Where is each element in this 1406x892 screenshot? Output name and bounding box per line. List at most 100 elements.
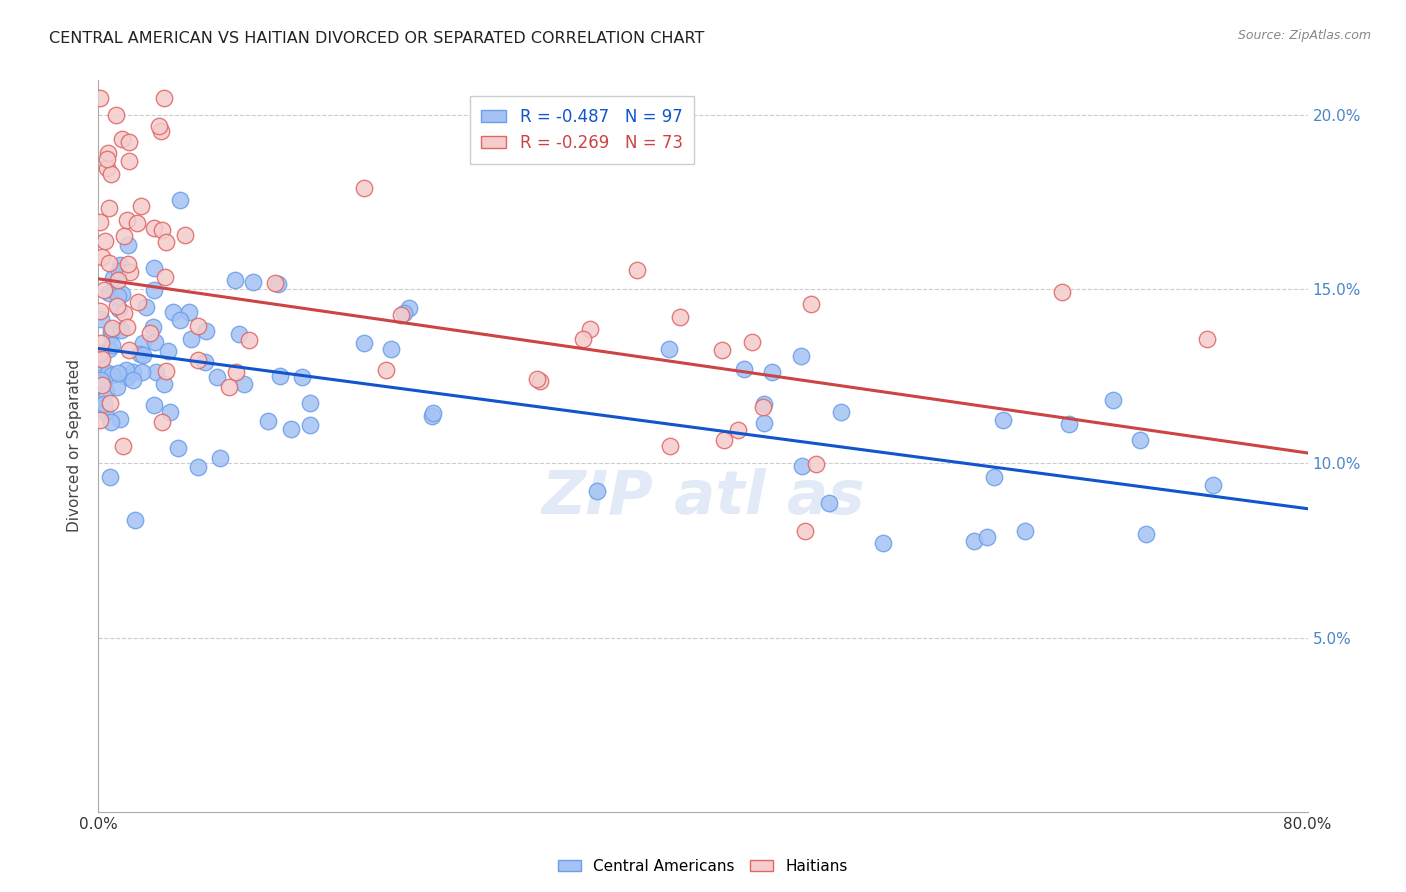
Point [626, 263, 648, 277]
Point [152, 223, 174, 237]
Point [107, 272, 129, 286]
Point [586, 484, 609, 499]
Point [993, 413, 1015, 427]
Point [267, 277, 290, 292]
Point [818, 495, 841, 509]
Point [90, 311, 112, 326]
Point [89, 304, 111, 318]
Point [100, 338, 122, 352]
Point [110, 259, 132, 273]
Point [90, 373, 112, 387]
Point [208, 451, 231, 466]
Point [392, 305, 415, 319]
Point [752, 400, 775, 414]
Point [107, 289, 129, 303]
Point [180, 332, 202, 346]
Point [169, 313, 191, 327]
Y-axis label: Divorced or Separated: Divorced or Separated [67, 359, 83, 533]
Point [713, 434, 735, 448]
Point [1014, 524, 1036, 538]
Point [167, 441, 190, 455]
Point [100, 326, 122, 341]
Point [118, 265, 141, 279]
Point [89, 215, 111, 229]
Point [659, 439, 682, 453]
Point [139, 326, 162, 340]
Point [420, 409, 443, 423]
Point [128, 347, 150, 361]
Point [96, 153, 118, 167]
Point [983, 470, 1005, 484]
Point [380, 342, 402, 356]
Point [97, 145, 120, 160]
Point [963, 533, 986, 548]
Point [526, 372, 548, 386]
Point [89, 346, 111, 360]
Point [790, 349, 813, 363]
Point [107, 299, 129, 313]
Point [148, 120, 170, 134]
Point [169, 193, 191, 207]
Point [187, 353, 209, 368]
Point [115, 363, 138, 377]
Point [187, 319, 209, 334]
Point [754, 416, 776, 430]
Point [257, 414, 280, 428]
Text: ZIP atl as: ZIP atl as [541, 467, 865, 526]
Point [111, 286, 134, 301]
Point [107, 367, 129, 381]
Point [101, 270, 124, 285]
Point [153, 376, 176, 391]
Point [269, 369, 291, 384]
Point [658, 343, 681, 357]
Point [97, 256, 120, 270]
Point [110, 411, 132, 425]
Point [100, 168, 122, 182]
Point [150, 416, 173, 430]
Point [571, 332, 593, 346]
Point [298, 418, 321, 433]
Point [98, 469, 121, 483]
Point [976, 530, 998, 544]
Point [110, 323, 132, 337]
Point [194, 355, 217, 369]
Text: Source: ZipAtlas.com: Source: ZipAtlas.com [1237, 29, 1371, 42]
Point [793, 524, 815, 538]
Point [1135, 527, 1157, 541]
Point [94, 234, 117, 248]
Point [91, 401, 114, 416]
Legend: R = -0.487   N = 97, R = -0.269   N = 73: R = -0.487 N = 97, R = -0.269 N = 73 [470, 96, 695, 163]
Point [733, 361, 755, 376]
Point [91, 376, 114, 390]
Point [91, 378, 114, 392]
Point [105, 108, 128, 122]
Point [111, 132, 134, 146]
Point [96, 366, 118, 380]
Point [159, 405, 181, 419]
Point [105, 380, 128, 394]
Point [228, 326, 250, 341]
Point [117, 257, 139, 271]
Point [578, 321, 600, 335]
Point [124, 513, 146, 527]
Point [280, 422, 302, 436]
Point [127, 294, 149, 309]
Point [155, 364, 177, 378]
Point [97, 342, 120, 356]
Point [142, 220, 165, 235]
Point [91, 250, 114, 264]
Point [132, 336, 155, 351]
Point [232, 376, 254, 391]
Point [89, 355, 111, 369]
Point [218, 380, 240, 394]
Point [806, 457, 828, 471]
Point [97, 286, 120, 301]
Point [752, 396, 775, 410]
Point [89, 91, 111, 105]
Point [101, 368, 124, 382]
Point [291, 369, 314, 384]
Point [353, 181, 375, 195]
Point [143, 335, 166, 350]
Point [224, 273, 246, 287]
Point [1050, 285, 1073, 299]
